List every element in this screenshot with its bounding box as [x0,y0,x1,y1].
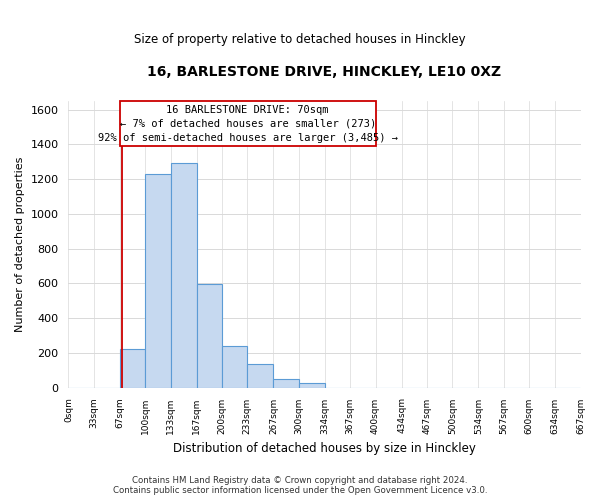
Bar [222,346,247,388]
Bar [170,163,197,388]
Bar [120,349,145,388]
Text: 16 BARLESTONE DRIVE: 70sqm
← 7% of detached houses are smaller (273)
92% of semi: 16 BARLESTONE DRIVE: 70sqm ← 7% of detac… [98,104,398,142]
Y-axis label: Number of detached properties: Number of detached properties [15,156,25,332]
Bar [247,364,274,388]
Bar [274,379,299,388]
Bar [145,174,170,388]
Bar [197,284,222,388]
Bar [299,383,325,388]
X-axis label: Distribution of detached houses by size in Hinckley: Distribution of detached houses by size … [173,442,476,455]
Text: Contains HM Land Registry data © Crown copyright and database right 2024.
Contai: Contains HM Land Registry data © Crown c… [113,476,487,495]
Title: 16, BARLESTONE DRIVE, HINCKLEY, LE10 0XZ: 16, BARLESTONE DRIVE, HINCKLEY, LE10 0XZ [148,65,502,79]
Text: Size of property relative to detached houses in Hinckley: Size of property relative to detached ho… [134,32,466,46]
FancyBboxPatch shape [120,101,376,146]
